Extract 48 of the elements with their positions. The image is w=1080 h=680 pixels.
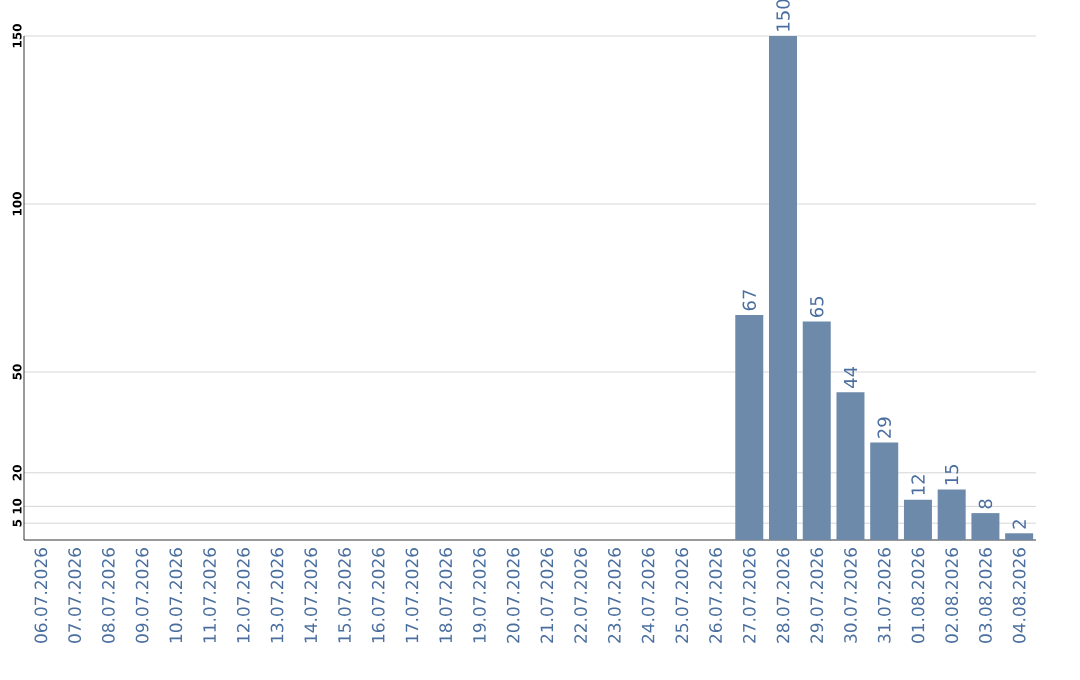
x-tick-label: 04.08.2026 — [1012, 548, 1026, 643]
x-tick-label: 25.07.2026 — [675, 548, 689, 643]
x-tick-label: 31.07.2026 — [877, 548, 891, 643]
x-tick-label: 06.07.2026 — [34, 548, 48, 643]
bar — [735, 314, 764, 540]
bar — [836, 392, 865, 540]
data-label: 12 — [911, 475, 925, 495]
bar — [903, 499, 932, 540]
x-tick-label: 29.07.2026 — [810, 548, 824, 643]
x-tick-label: 02.08.2026 — [945, 548, 959, 643]
data-label: 15 — [945, 464, 959, 485]
bar — [1005, 533, 1034, 540]
x-tick-label: 12.07.2026 — [236, 548, 250, 643]
bar — [769, 35, 798, 540]
x-tick-label: 16.07.2026 — [371, 548, 385, 643]
x-tick-label: 30.07.2026 — [844, 548, 857, 643]
x-tick-label: 13.07.2026 — [270, 548, 284, 643]
data-label: 44 — [843, 366, 858, 388]
x-tick-label: 27.07.2026 — [742, 548, 756, 643]
x-tick-label: 26.07.2026 — [709, 548, 722, 643]
data-label: 29 — [877, 417, 891, 438]
x-tick-label: 20.07.2026 — [506, 548, 520, 643]
x-tick-label: 18.07.2026 — [439, 548, 453, 643]
x-tick-label: 09.07.2026 — [135, 548, 149, 643]
data-label: 67 — [742, 290, 757, 311]
x-tick-label: 28.07.2026 — [776, 548, 790, 643]
x-tick-label: 08.07.2026 — [101, 548, 115, 643]
x-tick-label: 22.07.2026 — [574, 548, 588, 643]
x-tick-label: 07.07.2026 — [68, 548, 82, 643]
data-label: 65 — [809, 296, 824, 317]
x-tick-label: 01.08.2026 — [911, 548, 925, 643]
x-tick-label: 17.07.2026 — [405, 548, 419, 643]
bar — [971, 513, 1000, 540]
data-label: 150 — [776, 0, 790, 31]
x-tick-label: 03.08.2026 — [979, 548, 992, 643]
bar — [802, 321, 831, 540]
bar — [870, 442, 899, 540]
x-tick-label: 19.07.2026 — [473, 548, 486, 643]
x-tick-label: 21.07.2026 — [540, 548, 554, 643]
bar — [937, 489, 966, 540]
x-tick-label: 11.07.2026 — [203, 548, 216, 643]
x-tick-label: 14.07.2026 — [304, 548, 318, 643]
x-tick-label: 10.07.2026 — [169, 548, 183, 643]
x-tick-label: 24.07.2026 — [641, 548, 655, 643]
x-tick-label: 15.07.2026 — [338, 548, 351, 643]
data-label: 8 — [978, 499, 993, 509]
x-tick-label: 23.07.2026 — [607, 548, 621, 643]
data-label: 2 — [1012, 520, 1026, 529]
